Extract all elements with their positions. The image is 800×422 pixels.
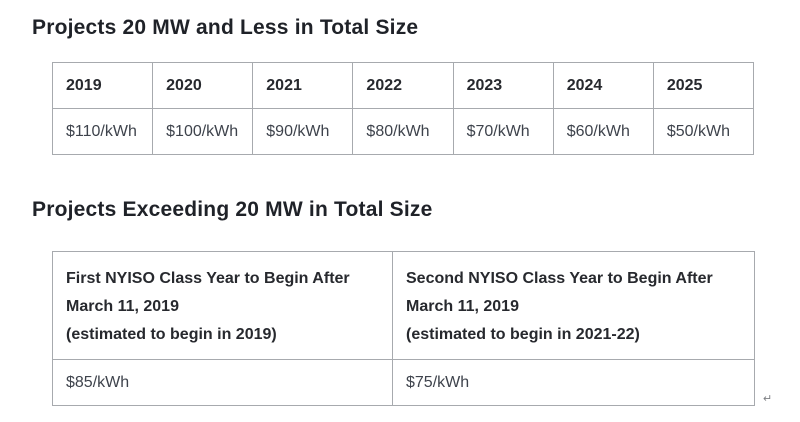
price-cell: $75/kWh xyxy=(392,359,755,406)
year-header-cell: 2024 xyxy=(552,62,654,109)
year-header-cell: 2020 xyxy=(152,62,254,109)
price-cell: $50/kWh xyxy=(652,108,755,155)
small-projects-price-table: 2019 2020 2021 2022 2023 2024 2025 $110/… xyxy=(51,62,755,155)
class-year-header-cell: First NYISO Class Year to Begin After Ma… xyxy=(52,251,393,360)
price-cell: $60/kWh xyxy=(552,108,654,155)
table-header-row: 2019 2020 2021 2022 2023 2024 2025 xyxy=(51,62,755,109)
carriage-return-icon: ↵ xyxy=(763,393,773,405)
price-cell: $90/kWh xyxy=(252,108,354,155)
header-line: (estimated to begin in 2021-22) xyxy=(406,326,640,343)
price-cell: $85/kWh xyxy=(52,359,393,406)
section-title-large-projects: Projects Exceeding 20 MW in Total Size xyxy=(32,198,433,221)
price-cell: $70/kWh xyxy=(452,108,554,155)
year-header-cell: 2019 xyxy=(51,62,154,109)
year-header-cell: 2021 xyxy=(252,62,354,109)
price-cell: $80/kWh xyxy=(352,108,454,155)
large-projects-price-table: First NYISO Class Year to Begin After Ma… xyxy=(52,251,755,406)
table-header-row: First NYISO Class Year to Begin After Ma… xyxy=(52,251,755,360)
header-line: March 11, 2019 xyxy=(406,298,519,315)
table-value-row: $110/kWh $100/kWh $90/kWh $80/kWh $70/kW… xyxy=(51,108,755,155)
table-value-row: $85/kWh $75/kWh xyxy=(52,359,755,406)
year-header-cell: 2023 xyxy=(452,62,554,109)
header-line: First NYISO Class Year to Begin After xyxy=(66,270,350,287)
section-title-small-projects: Projects 20 MW and Less in Total Size xyxy=(32,16,419,39)
year-header-cell: 2022 xyxy=(352,62,454,109)
class-year-header-cell: Second NYISO Class Year to Begin After M… xyxy=(392,251,755,360)
price-cell: $100/kWh xyxy=(152,108,254,155)
year-header-cell: 2025 xyxy=(652,62,755,109)
price-cell: $110/kWh xyxy=(51,108,154,155)
header-line: (estimated to begin in 2019) xyxy=(66,326,277,343)
header-line: Second NYISO Class Year to Begin After xyxy=(406,270,713,287)
header-line: March 11, 2019 xyxy=(66,298,179,315)
